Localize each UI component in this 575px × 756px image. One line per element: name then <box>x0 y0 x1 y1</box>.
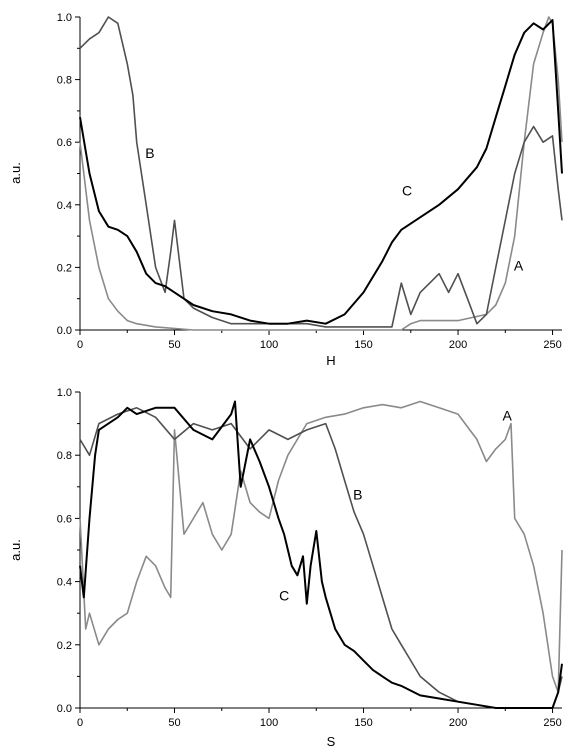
x-axis-title: S <box>327 734 336 749</box>
x-tick-label: 200 <box>449 717 467 729</box>
y-tick-label: 0.0 <box>57 325 72 337</box>
x-axis-title: H <box>326 353 335 368</box>
y-tick-label: 0.2 <box>57 640 72 652</box>
x-tick-label: 50 <box>168 339 180 351</box>
y-tick-label: 0.2 <box>57 262 72 274</box>
x-tick-label: 0 <box>77 717 83 729</box>
saturation-histogram-panel: 0 50 100 150 200 250 0.0 0.2 0.4 0.6 0.8 1.0 Sa.u. A B… <box>8 387 563 749</box>
x-tick-label: 100 <box>260 717 278 729</box>
series-line-c <box>79 400 563 709</box>
series-label-a: A <box>514 258 524 274</box>
y-tick-label: 0.6 <box>57 137 72 149</box>
y-tick-label: 0.8 <box>57 75 72 87</box>
series-line-c <box>79 19 563 325</box>
y-tick-label: 0.4 <box>57 577 72 589</box>
x-tick-label: 150 <box>354 339 372 351</box>
series-label-c: C <box>402 182 412 198</box>
y-tick-label: 0.0 <box>57 703 72 715</box>
x-tick-label: 250 <box>543 339 561 351</box>
series-line-b <box>79 16 563 328</box>
series-line-b <box>79 406 563 709</box>
x-tick-label: 100 <box>260 339 278 351</box>
y-tick-label: 1.0 <box>57 387 72 399</box>
series-label-a: A <box>503 407 513 423</box>
series-line-a <box>79 400 563 694</box>
series-label-c: C <box>279 588 289 604</box>
y-tick-label: 1.0 <box>57 12 72 24</box>
y-tick-label: 0.6 <box>57 513 72 525</box>
x-tick-label: 250 <box>543 717 561 729</box>
series-label-b: B <box>145 145 154 161</box>
x-tick-label: 0 <box>77 339 83 351</box>
y-axis-title: a.u. <box>8 539 23 561</box>
y-tick-label: 0.8 <box>57 450 72 462</box>
y-tick-label: 0.4 <box>57 200 72 212</box>
x-tick-label: 150 <box>354 717 372 729</box>
hue-histogram-panel: 0 50 100 150 200 250 0.0 0.2 0.4 0.6 0.8 1.0 Ha.u. B C… <box>8 12 563 368</box>
y-axis-title: a.u. <box>8 162 23 184</box>
x-tick-label: 50 <box>168 717 180 729</box>
series-line-a <box>79 16 563 331</box>
series-label-b: B <box>353 486 362 502</box>
x-tick-label: 200 <box>449 339 467 351</box>
